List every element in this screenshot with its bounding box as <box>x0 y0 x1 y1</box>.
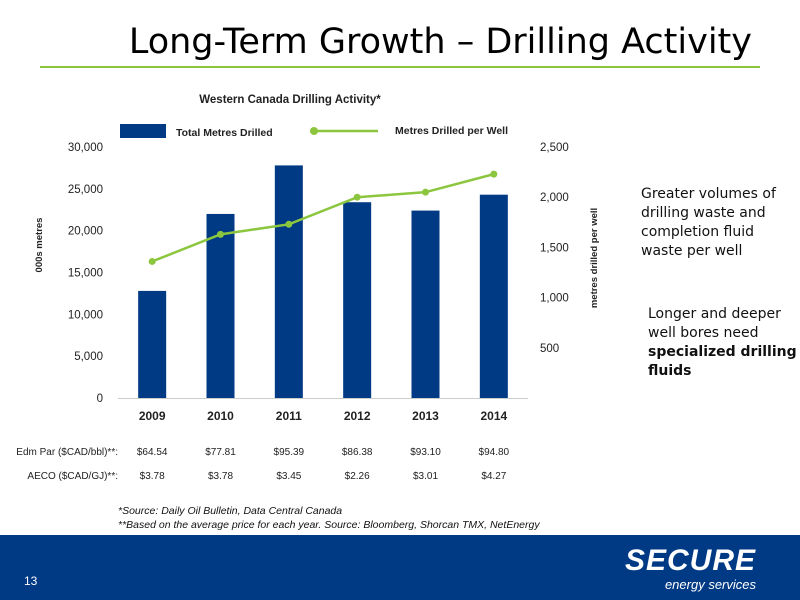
left-axis-title: 000s metres <box>34 218 45 273</box>
x-axis-tick-label: 2014 <box>480 409 507 423</box>
price-value: $4.27 <box>481 471 506 482</box>
slide-title: Long-Term Growth – Drilling Activity <box>128 22 752 62</box>
line-point-2009 <box>148 257 156 265</box>
page-number: 13 <box>24 574 38 588</box>
title-divider <box>40 66 760 68</box>
logo-wordmark: SECURE <box>624 544 756 577</box>
price-value: $86.38 <box>342 447 373 458</box>
right-axis-title: metres drilled per well <box>589 208 600 308</box>
price-value: $2.26 <box>345 471 370 482</box>
right-axis-tick-label: 1,500 <box>540 242 569 254</box>
line-point-2012 <box>353 193 361 201</box>
left-axis-tick-label: 10,000 <box>68 309 103 321</box>
bar-2014 <box>479 194 508 398</box>
price-row-label: Edm Par ($CAD/bbl)**: <box>16 447 118 458</box>
price-value: $94.80 <box>479 447 510 458</box>
legend-line-marker <box>310 127 318 135</box>
price-value: $77.81 <box>205 447 236 458</box>
footer-bar: 13 SECURE energy services <box>0 535 800 600</box>
bar-2010 <box>206 213 235 398</box>
legend-bar-label: Total Metres Drilled <box>176 127 273 139</box>
side-note-fluids: Longer and deeper well bores need specia… <box>648 305 798 381</box>
company-logo: SECURE energy services <box>624 544 756 593</box>
source-note: *Source: Daily Oil Bulletin, Data Centra… <box>118 505 343 517</box>
price-value: $3.78 <box>140 471 165 482</box>
side-note-volumes-lead: Greater volumes <box>641 186 758 202</box>
side-note-volumes: Greater volumes of drilling waste and co… <box>641 185 791 261</box>
line-point-2014 <box>490 170 498 178</box>
price-row-label: AECO ($CAD/GJ)**: <box>27 471 118 482</box>
left-axis-tick-label: 30,000 <box>68 142 103 154</box>
price-note: **Based on the average price for each ye… <box>118 519 540 531</box>
line-point-2013 <box>422 188 429 196</box>
x-axis-tick-label: 2009 <box>139 409 166 423</box>
logo-tagline: energy services <box>664 577 756 592</box>
legend-bar-swatch <box>120 124 166 138</box>
left-axis-tick-label: 0 <box>97 393 103 405</box>
x-axis-tick-label: 2010 <box>207 409 234 423</box>
chart-title: Western Canada Drilling Activity* <box>199 94 381 106</box>
left-axis-tick-label: 15,000 <box>68 268 103 280</box>
bar-2012 <box>343 202 372 398</box>
left-axis-tick-label: 5,000 <box>74 351 103 363</box>
right-axis-tick-label: 2,500 <box>540 142 569 154</box>
x-axis-tick-label: 2013 <box>412 409 439 423</box>
right-axis-tick-label: 500 <box>540 343 559 355</box>
drilling-activity-chart: Western Canada Drilling Activity* Total M… <box>16 94 600 482</box>
price-value: $93.10 <box>410 447 441 458</box>
left-axis-tick-label: 25,000 <box>68 184 103 196</box>
legend-line-label: Metres Drilled per Well <box>395 125 508 137</box>
line-point-2010 <box>217 230 224 238</box>
metres-per-well-line <box>151 172 495 263</box>
price-value: $3.01 <box>413 471 438 482</box>
price-value: $64.54 <box>137 447 168 458</box>
bar-2009 <box>138 290 167 398</box>
right-axis-tick-label: 1,000 <box>540 293 569 305</box>
bar-2011 <box>274 165 303 398</box>
side-note-volumes-rest: of drilling waste and completion fluid w… <box>641 186 776 259</box>
line-point-2011 <box>285 220 293 228</box>
right-axis-tick-label: 2,000 <box>540 192 569 204</box>
price-value: $3.45 <box>276 471 301 482</box>
side-note-fluids-lead: Longer and deeper well bores need <box>648 306 781 341</box>
side-note-fluids-emphasis: specialized drilling fluids <box>648 344 797 379</box>
price-value: $3.78 <box>208 471 233 482</box>
bar-2013 <box>411 210 440 398</box>
x-axis-tick-label: 2012 <box>344 409 371 423</box>
x-axis-tick-label: 2011 <box>276 409 302 423</box>
footnotes: *Source: Daily Oil Bulletin, Data Centra… <box>118 504 540 532</box>
price-value: $95.39 <box>274 447 305 458</box>
left-axis-tick-label: 20,000 <box>68 226 103 238</box>
